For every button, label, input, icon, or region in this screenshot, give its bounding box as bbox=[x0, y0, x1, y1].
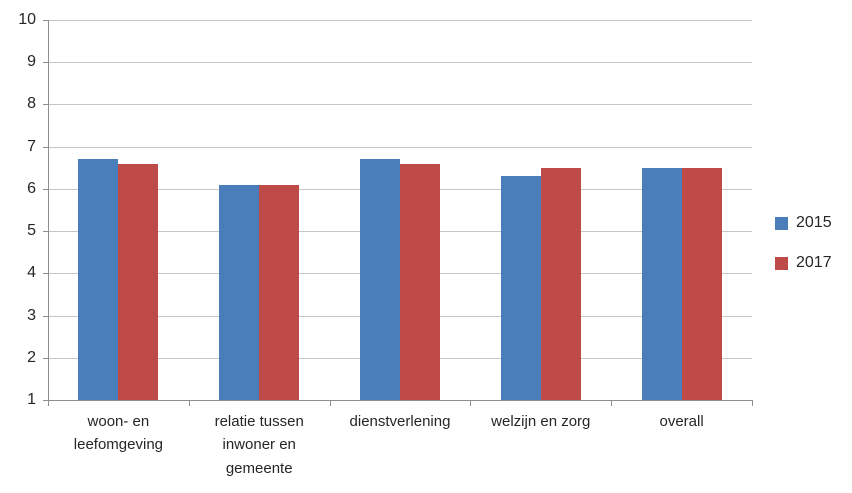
x-axis-label: welzijn en zorg bbox=[491, 413, 591, 430]
bar-2015 bbox=[641, 167, 682, 400]
y-axis-tick bbox=[43, 188, 48, 190]
y-axis-label: 5 bbox=[27, 222, 36, 240]
y-axis-label: 8 bbox=[27, 95, 36, 113]
y-axis-tick bbox=[43, 315, 48, 317]
legend: 2015 2017 bbox=[775, 215, 832, 295]
y-axis-label: 4 bbox=[27, 264, 36, 282]
y-axis-label: 10 bbox=[18, 11, 36, 28]
gridline bbox=[48, 20, 752, 21]
bar-2017 bbox=[400, 163, 440, 400]
y-axis-label: 2 bbox=[27, 348, 36, 366]
y-axis-tick bbox=[43, 400, 48, 401]
legend-item-2015: 2015 bbox=[775, 215, 832, 231]
legend-label: 2017 bbox=[796, 254, 832, 271]
y-axis-label: 6 bbox=[27, 179, 36, 197]
y-axis-line bbox=[48, 20, 49, 400]
x-axis-tick bbox=[470, 401, 472, 406]
x-axis-label: woon- en leefomgeving bbox=[73, 413, 164, 454]
bar-2015 bbox=[219, 184, 260, 400]
legend-swatch-2015 bbox=[775, 216, 788, 230]
gridline bbox=[48, 62, 752, 64]
x-axis-label: relatie tussen inwoner en gemeente bbox=[214, 413, 304, 477]
y-axis-label: 7 bbox=[27, 137, 36, 155]
bar-2015 bbox=[360, 159, 400, 400]
x-axis-tick bbox=[188, 401, 190, 406]
bar-2017 bbox=[540, 167, 581, 400]
y-axis-tick bbox=[43, 273, 48, 275]
y-axis-tick bbox=[43, 357, 48, 359]
legend-label: 2015 bbox=[796, 214, 832, 231]
y-axis-tick bbox=[43, 104, 48, 106]
bar-2015 bbox=[78, 159, 119, 400]
y-axis-label: 9 bbox=[27, 53, 36, 71]
gridline bbox=[48, 146, 752, 148]
x-axis-tick bbox=[752, 401, 753, 406]
y-axis-label: 1 bbox=[27, 391, 36, 408]
legend-item-2017: 2017 bbox=[775, 255, 832, 271]
bar-2017 bbox=[259, 184, 300, 400]
gridline bbox=[48, 104, 752, 106]
bar-2017 bbox=[681, 167, 722, 400]
x-axis-tick bbox=[611, 401, 613, 406]
legend-swatch-2017 bbox=[775, 256, 788, 270]
x-axis-line bbox=[48, 400, 753, 401]
y-axis-tick bbox=[43, 62, 48, 64]
x-axis-tick bbox=[48, 401, 49, 406]
x-axis-tick bbox=[329, 401, 331, 406]
bar-2017 bbox=[118, 163, 159, 400]
x-axis-label: dienstverlening bbox=[349, 413, 451, 430]
x-axis-label: overall bbox=[659, 413, 704, 430]
bar-2015 bbox=[500, 176, 541, 400]
y-axis-tick bbox=[43, 231, 48, 233]
y-axis-label: 3 bbox=[27, 306, 36, 324]
y-axis-tick bbox=[43, 20, 48, 21]
y-axis-tick bbox=[43, 146, 48, 148]
